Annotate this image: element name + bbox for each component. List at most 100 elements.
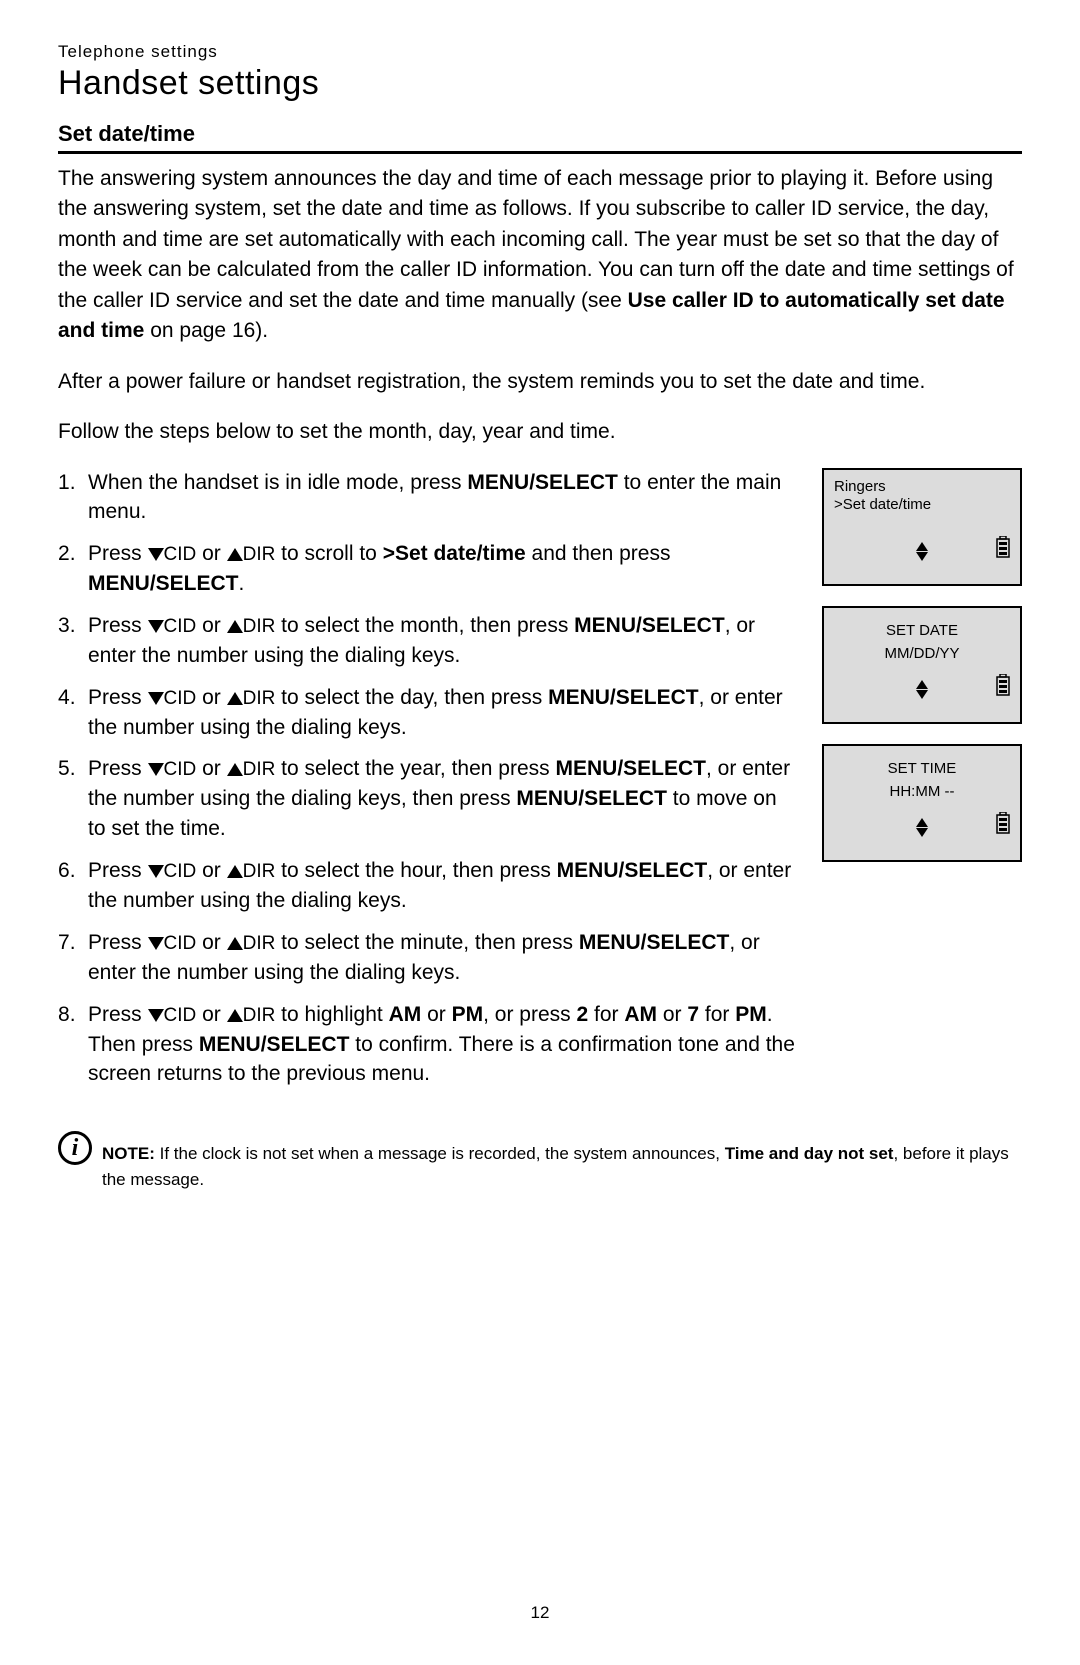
lcd-line: HH:MM -- — [834, 783, 1010, 800]
arrow-up-icon — [227, 865, 243, 878]
text: to select the month, then press — [275, 614, 574, 637]
section-label: Telephone settings — [58, 42, 1022, 62]
cid-label: CID — [164, 688, 197, 709]
para-power-failure: After a power failure or handset registr… — [58, 367, 1022, 397]
text: to select the hour, then press — [275, 859, 556, 882]
battery-icon — [996, 674, 1010, 696]
text: Press — [88, 859, 148, 882]
menu-select-label: MENU/SELECT — [516, 787, 667, 810]
cid-label: CID — [164, 933, 197, 954]
battery-icon — [996, 536, 1010, 558]
text: or — [196, 686, 226, 709]
menu-select-label: MENU/SELECT — [579, 931, 730, 954]
cid-label: CID — [164, 759, 197, 780]
arrow-up-icon — [227, 1009, 243, 1022]
text: for — [588, 1003, 624, 1026]
key-7-label: 7 — [687, 1003, 699, 1026]
step-4: Press CID or DIR to select the day, then… — [58, 683, 798, 743]
info-icon: i — [58, 1131, 92, 1165]
step-6: Press CID or DIR to select the hour, the… — [58, 856, 798, 916]
step-7: Press CID or DIR to select the minute, t… — [58, 928, 798, 988]
cid-label: CID — [164, 616, 197, 637]
text: or — [657, 1003, 687, 1026]
text: , or press — [483, 1003, 576, 1026]
lcd-line: SET DATE — [834, 622, 1010, 639]
note-pre: If the clock is not set when a message i… — [155, 1144, 725, 1163]
note-bold: Time and day not set — [725, 1144, 894, 1163]
arrow-up-icon — [227, 548, 243, 561]
text: Press — [88, 686, 148, 709]
lcd-line: MM/DD/YY — [834, 645, 1010, 662]
text: to highlight — [275, 1003, 388, 1026]
dir-label: DIR — [243, 1005, 276, 1026]
lcd-screen-set-date: SET DATE MM/DD/YY — [822, 606, 1022, 724]
arrow-down-icon — [148, 763, 164, 776]
text: for — [699, 1003, 735, 1026]
updown-indicator-icon — [916, 817, 928, 838]
arrow-down-icon — [148, 937, 164, 950]
lcd-screen-set-time: SET TIME HH:MM -- — [822, 744, 1022, 862]
dir-label: DIR — [243, 933, 276, 954]
page-title: Handset settings — [58, 64, 1022, 103]
set-date-time-label: >Set date/time — [383, 542, 526, 565]
step-8: Press CID or DIR to highlight AM or PM, … — [58, 1000, 798, 1090]
battery-icon — [996, 812, 1010, 834]
menu-select-label: MENU/SELECT — [557, 859, 708, 882]
text: to select the minute, then press — [275, 931, 579, 954]
step-5: Press CID or DIR to select the year, the… — [58, 754, 798, 844]
step-2: Press CID or DIR to scroll to >Set date/… — [58, 539, 798, 599]
text: to select the year, then press — [275, 757, 555, 780]
page-number: 12 — [0, 1603, 1080, 1623]
text: or — [196, 614, 226, 637]
menu-select-label: MENU/SELECT — [574, 614, 725, 637]
dir-label: DIR — [243, 544, 276, 565]
text: . — [239, 572, 245, 595]
menu-select-label: MENU/SELECT — [88, 572, 239, 595]
dir-label: DIR — [243, 861, 276, 882]
arrow-down-icon — [148, 620, 164, 633]
updown-indicator-icon — [916, 541, 928, 562]
pm-label: PM — [735, 1003, 767, 1026]
lcd-screen-menu: Ringers >Set date/time — [822, 468, 1022, 586]
note-block: i NOTE: If the clock is not set when a m… — [58, 1131, 1022, 1192]
arrow-up-icon — [227, 692, 243, 705]
key-2-label: 2 — [576, 1003, 588, 1026]
dir-label: DIR — [243, 759, 276, 780]
cid-label: CID — [164, 1005, 197, 1026]
text: or — [196, 931, 226, 954]
step-3: Press CID or DIR to select the month, th… — [58, 611, 798, 671]
intro-post: on page 16). — [144, 319, 268, 342]
pm-label: PM — [452, 1003, 484, 1026]
text: Press — [88, 542, 148, 565]
subheading-set-date-time: Set date/time — [58, 121, 1022, 147]
text: or — [196, 757, 226, 780]
para-follow-steps: Follow the steps below to set the month,… — [58, 417, 1022, 447]
am-label: AM — [624, 1003, 657, 1026]
cid-label: CID — [164, 544, 197, 565]
menu-select-label: MENU/SELECT — [548, 686, 699, 709]
cid-label: CID — [164, 861, 197, 882]
lcd-line: Ringers — [834, 478, 1010, 496]
note-label: NOTE: — [102, 1144, 155, 1163]
text: to select the day, then press — [275, 686, 548, 709]
arrow-up-icon — [227, 763, 243, 776]
note-text: NOTE: If the clock is not set when a mes… — [102, 1131, 1022, 1192]
lcd-line: SET TIME — [834, 760, 1010, 777]
text: Press — [88, 931, 148, 954]
arrow-down-icon — [148, 865, 164, 878]
menu-select-label: MENU/SELECT — [467, 471, 618, 494]
arrow-down-icon — [148, 1009, 164, 1022]
updown-indicator-icon — [916, 679, 928, 700]
am-label: AM — [389, 1003, 422, 1026]
text: or — [196, 1003, 226, 1026]
dir-label: DIR — [243, 616, 276, 637]
text: or — [196, 542, 226, 565]
text: Press — [88, 1003, 148, 1026]
arrow-up-icon — [227, 620, 243, 633]
text: or — [196, 859, 226, 882]
text: and then press — [526, 542, 671, 565]
arrow-down-icon — [148, 692, 164, 705]
text: Press — [88, 757, 148, 780]
step-1: When the handset is in idle mode, press … — [58, 468, 798, 528]
text: to scroll to — [275, 542, 382, 565]
